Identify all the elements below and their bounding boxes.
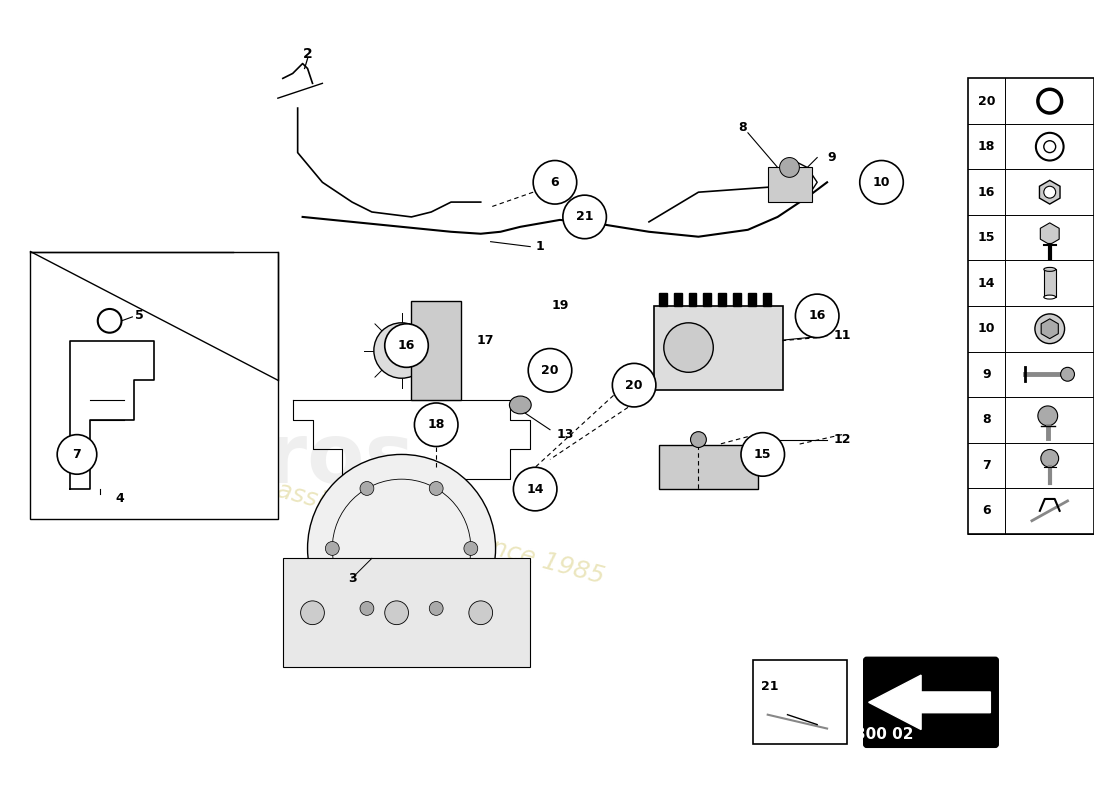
Polygon shape (1041, 223, 1059, 245)
Text: 5: 5 (135, 310, 144, 322)
Text: 4: 4 (116, 493, 124, 506)
Text: 1: 1 (536, 240, 544, 253)
Circle shape (1060, 367, 1075, 381)
Text: 21: 21 (576, 210, 593, 223)
Circle shape (613, 363, 656, 407)
Text: euros: euros (151, 419, 415, 500)
Bar (968, 78, 1094, 534)
Text: 9: 9 (982, 368, 991, 381)
Text: 12: 12 (833, 433, 850, 446)
Circle shape (534, 161, 576, 204)
Text: 11: 11 (833, 329, 850, 342)
Circle shape (308, 454, 496, 642)
Text: 10: 10 (978, 322, 996, 335)
Circle shape (1038, 406, 1058, 426)
Text: 7: 7 (73, 448, 81, 461)
Text: 300 02: 300 02 (855, 727, 914, 742)
Circle shape (415, 403, 458, 446)
Circle shape (1044, 186, 1056, 198)
Text: 8: 8 (739, 122, 747, 134)
Circle shape (429, 602, 443, 615)
Text: 18: 18 (428, 418, 444, 431)
Text: 7: 7 (982, 459, 991, 472)
FancyBboxPatch shape (864, 658, 999, 747)
Polygon shape (673, 293, 682, 306)
Text: 17: 17 (477, 334, 494, 347)
Circle shape (1041, 450, 1058, 467)
Ellipse shape (1044, 267, 1056, 271)
Bar (768, 167, 812, 202)
Circle shape (429, 482, 443, 495)
Text: 6: 6 (982, 504, 991, 518)
Circle shape (385, 324, 428, 367)
Text: 10: 10 (872, 176, 890, 189)
Polygon shape (748, 293, 756, 306)
Circle shape (385, 601, 408, 625)
Bar (659, 445, 758, 489)
Bar (1044, 270, 1056, 297)
Text: 19: 19 (551, 299, 569, 313)
Circle shape (795, 294, 839, 338)
Text: 14: 14 (527, 482, 543, 495)
Text: a passion for parts since 1985: a passion for parts since 1985 (235, 468, 607, 589)
Polygon shape (718, 293, 726, 306)
Polygon shape (659, 293, 667, 306)
Circle shape (360, 602, 374, 615)
Text: 20: 20 (626, 378, 642, 392)
Circle shape (741, 433, 784, 476)
Text: 15: 15 (978, 231, 996, 244)
Bar (283, 558, 530, 667)
Bar (752, 660, 847, 744)
Text: 14: 14 (978, 277, 996, 290)
Circle shape (528, 349, 572, 392)
Circle shape (469, 601, 493, 625)
Text: 20: 20 (541, 364, 559, 377)
Circle shape (360, 482, 374, 495)
Text: 2: 2 (302, 46, 312, 61)
Circle shape (1035, 314, 1065, 343)
Ellipse shape (509, 396, 531, 414)
Polygon shape (703, 293, 712, 306)
Bar (411, 301, 461, 400)
Text: 3: 3 (348, 572, 356, 585)
Polygon shape (762, 293, 771, 306)
Polygon shape (1040, 180, 1060, 204)
Circle shape (300, 601, 324, 625)
Text: 13: 13 (557, 428, 573, 441)
Circle shape (57, 434, 97, 474)
Circle shape (374, 323, 429, 378)
Circle shape (780, 158, 800, 178)
Text: 9: 9 (827, 151, 836, 164)
Polygon shape (733, 293, 741, 306)
Bar (31, 251, 278, 518)
Circle shape (464, 542, 477, 555)
Circle shape (326, 542, 339, 555)
Circle shape (691, 432, 706, 447)
Polygon shape (1042, 319, 1058, 338)
Text: 16: 16 (398, 339, 415, 352)
Text: 15: 15 (754, 448, 771, 461)
Ellipse shape (619, 374, 649, 396)
Circle shape (860, 161, 903, 204)
Polygon shape (869, 675, 990, 730)
Ellipse shape (1044, 295, 1056, 299)
Circle shape (663, 323, 713, 372)
Polygon shape (689, 293, 696, 306)
Text: 20: 20 (978, 94, 996, 108)
Bar (653, 306, 782, 390)
Text: 18: 18 (978, 140, 996, 153)
Text: 16: 16 (978, 186, 996, 198)
Ellipse shape (536, 359, 564, 381)
Text: 8: 8 (982, 414, 991, 426)
Circle shape (514, 467, 557, 511)
Text: 16: 16 (808, 310, 826, 322)
Text: 6: 6 (551, 176, 559, 189)
Text: 21: 21 (761, 681, 779, 694)
Circle shape (563, 195, 606, 238)
